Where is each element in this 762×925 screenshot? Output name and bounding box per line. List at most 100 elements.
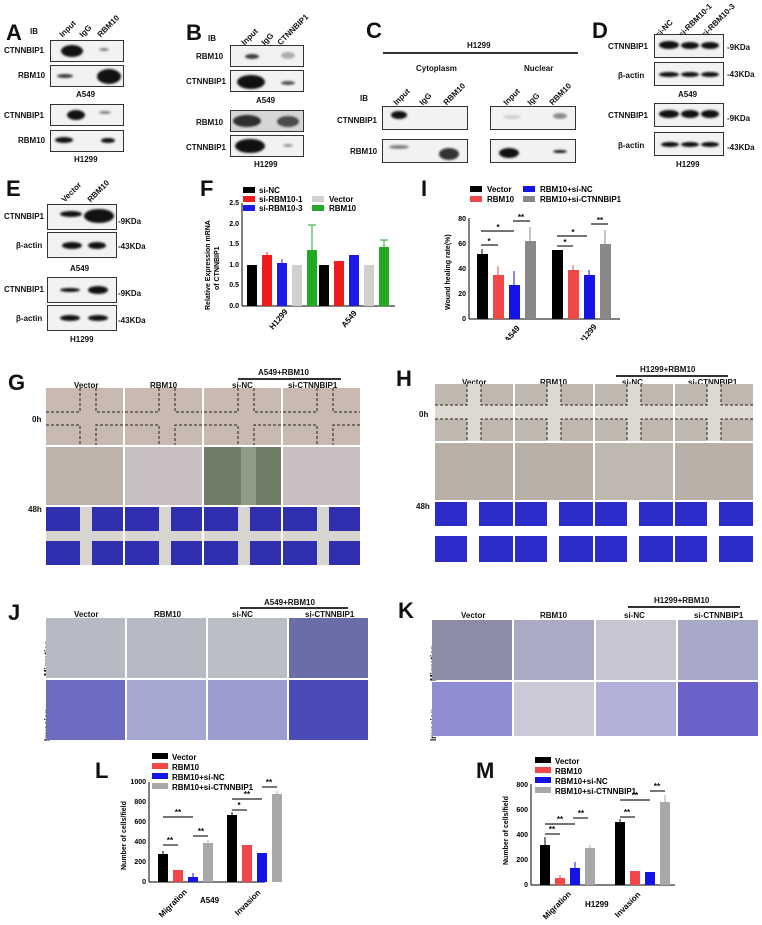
column-label: RBM10 [540, 611, 568, 620]
column-label: si-CTNNBIP1 [288, 381, 338, 390]
svg-text:Number of cells/field: Number of cells/field [503, 796, 510, 865]
bar-chart-m: Vector RBM10 RBM10+si-NC RBM10+si-CTNNBI… [503, 757, 675, 921]
svg-text:2.0: 2.0 [229, 221, 239, 228]
blot-row-label: CTNNBIP1 [4, 285, 45, 294]
western-blot [50, 130, 124, 152]
group-label: H1299+RBM10 [640, 365, 696, 374]
migration-image [596, 620, 676, 680]
panel-letter: H [396, 366, 412, 391]
row-label: 0h [32, 415, 42, 424]
migration-image [289, 618, 368, 678]
invasion-image [127, 680, 206, 740]
western-blot [230, 70, 304, 92]
ib-label: IB [30, 27, 38, 36]
western-blot [382, 139, 468, 163]
svg-text:**: ** [167, 836, 174, 845]
svg-text:1.0: 1.0 [229, 262, 239, 269]
column-label: RBM10 [154, 610, 182, 619]
column-label: Vector [462, 378, 487, 387]
blot-row-label: RBM10 [196, 52, 224, 61]
molecular-weight-label: -9KDa [118, 289, 142, 298]
molecular-weight-label: -9KDa [118, 217, 142, 226]
group-rule [238, 378, 341, 380]
fraction-label: Cytoplasm [416, 64, 457, 73]
svg-text:0.5: 0.5 [229, 282, 239, 289]
wound-image-48h [515, 443, 593, 500]
cell-line-label: A549 [200, 896, 220, 905]
cell-line-label: H1299 [254, 160, 278, 169]
western-blot [47, 232, 117, 258]
western-blot [50, 104, 124, 126]
migration-image [678, 620, 758, 680]
column-label: si-CTNNBIP1 [688, 378, 738, 387]
fraction-label: Nuclear [524, 64, 554, 73]
blot-row-label: CTNNBIP1 [186, 143, 227, 152]
cell-line-label: H1299 [585, 900, 609, 909]
western-blot [230, 135, 304, 157]
svg-text:800: 800 [516, 782, 528, 789]
western-blot [50, 65, 124, 87]
legend-entry: si-NC [259, 186, 280, 195]
ib-label: IB [208, 34, 216, 43]
western-blot [47, 204, 117, 230]
lane-label: Input [391, 86, 412, 107]
svg-text:**: ** [244, 790, 251, 799]
svg-text:**: ** [518, 213, 525, 222]
column-label: si-CTNNBIP1 [305, 610, 355, 619]
western-blot [490, 139, 576, 163]
svg-text:RBM10: RBM10 [487, 195, 515, 204]
svg-text:RBM10+si-NC: RBM10+si-NC [540, 185, 593, 194]
panel-letter: K [398, 598, 414, 623]
svg-text:0: 0 [524, 882, 528, 889]
svg-text:800: 800 [134, 799, 146, 806]
svg-text:**: ** [266, 778, 273, 787]
svg-text:RBM10: RBM10 [555, 767, 583, 776]
lane-label: RBM10 [441, 81, 468, 107]
migration-image [514, 620, 594, 680]
wound-image-48h [595, 443, 673, 500]
group-label: H1299+RBM10 [654, 596, 710, 605]
blot-row-label: CTNNBIP1 [4, 212, 45, 221]
bar-chart-f: si-NC si-RBM10-1 si-RBM10-3 Vector RBM10… [205, 186, 395, 331]
blot-row-label: CTNNBIP1 [186, 77, 227, 86]
invasion-image [596, 682, 676, 736]
panel-letter: B [186, 20, 202, 45]
svg-text:**: ** [578, 809, 585, 818]
svg-text:Vector: Vector [555, 757, 579, 766]
wound-image-0h [283, 388, 360, 445]
panel-letter: A [6, 20, 22, 45]
row-label: 48h [416, 502, 430, 511]
svg-text:0.0: 0.0 [229, 303, 239, 310]
svg-text:200: 200 [134, 859, 146, 866]
lane-label: CTNNBIP1 [275, 12, 311, 47]
column-label: Vector [461, 611, 486, 620]
svg-text:**: ** [624, 808, 631, 817]
cell-line-label: H1299 [74, 155, 98, 164]
svg-text:*: * [571, 228, 575, 237]
y-axis-label: of CTNNBIP1 [214, 246, 221, 290]
lane-label: RBM10 [85, 178, 112, 204]
molecular-weight-label: -9KDa [727, 114, 751, 123]
cell-line-label: A549 [256, 96, 276, 105]
svg-text:600: 600 [134, 819, 146, 826]
row-label: 48h [28, 505, 42, 514]
lane-label: Input [57, 18, 78, 39]
molecular-weight-label: -9KDa [727, 43, 751, 52]
svg-text:A549: A549 [503, 323, 523, 340]
svg-text:RBM10+si-NC: RBM10+si-NC [555, 777, 608, 786]
x-tick-label: H1299 [268, 307, 290, 331]
bar-chart-l: Vector RBM10 RBM10+si-NC RBM10+si-CTNNBI… [121, 753, 282, 920]
molecular-weight-label: -43KDa [118, 316, 146, 325]
group-rule [628, 606, 740, 608]
svg-text:Migration: Migration [157, 888, 189, 920]
svg-text:RBM10+si-CTNNBIP1: RBM10+si-CTNNBIP1 [555, 787, 637, 796]
molecular-weight-label: -43KDa [727, 143, 755, 152]
wound-image-48h [675, 443, 753, 500]
wound-image-0h [125, 388, 202, 445]
svg-text:**: ** [597, 216, 604, 225]
legend-entry: RBM10 [329, 204, 357, 213]
y-axis-label: Relative Expression mRNA [205, 220, 212, 310]
svg-text:RBM10+si-CTNNBIP1: RBM10+si-CTNNBIP1 [540, 195, 622, 204]
cell-line-header: H1299 [467, 41, 491, 50]
molecular-weight-label: -43KDa [727, 70, 755, 79]
